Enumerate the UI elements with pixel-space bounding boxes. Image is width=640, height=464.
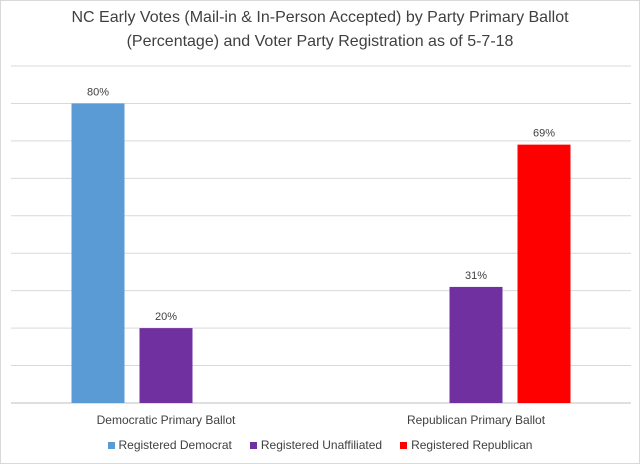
- legend-swatch-registered-unaffiliated: [249, 441, 257, 449]
- bar-republican-primary-ballot-registered-unaffiliated: [449, 286, 503, 403]
- bar-republican-primary-ballot-registered-republican: [517, 144, 571, 403]
- bar-democratic-primary-ballot-registered-democrat: [71, 103, 125, 403]
- plot-area: 80% 20% 31% 69% Democratic Primary Ballot Re…: [11, 65, 631, 427]
- legend-item-registered-republican: Registered Republican: [400, 438, 532, 452]
- data-label-democratic-primary-ballot-registered-unaffiliated: 20%: [155, 311, 177, 323]
- data-label-republican-primary-ballot-registered-unaffiliated: 31%: [465, 270, 487, 282]
- x-tick-label-republican-primary-ballot: Republican Primary Ballot: [407, 413, 546, 427]
- legend: Registered Democrat Registered Unaffilia…: [1, 438, 639, 452]
- legend-swatch-registered-democrat: [107, 441, 115, 449]
- data-labels: 80% 20% 31% 69%: [87, 86, 555, 323]
- bars: [71, 103, 571, 403]
- data-label-democratic-primary-ballot-registered-democrat: 80%: [87, 86, 109, 98]
- legend-label-registered-republican: Registered Republican: [411, 438, 533, 452]
- chart-title-line-1: NC Early Votes (Mail-in & In-Person Acce…: [71, 9, 569, 26]
- legend-swatch-registered-republican: [400, 441, 408, 449]
- bar-democratic-primary-ballot-registered-unaffiliated: [139, 328, 193, 403]
- data-label-republican-primary-ballot-registered-republican: 69%: [533, 128, 555, 140]
- x-tick-labels: Democratic Primary Ballot Republican Prim…: [97, 413, 546, 427]
- chart-title-line-2: (Percentage) and Voter Party Registratio…: [126, 33, 514, 50]
- legend-label-registered-unaffiliated: Registered Unaffiliated: [260, 438, 383, 452]
- legend-item-registered-democrat: Registered Democrat: [107, 438, 232, 452]
- x-tick-label-democratic-primary-ballot: Democratic Primary Ballot: [97, 413, 236, 427]
- legend-item-registered-unaffiliated: Registered Unaffiliated: [249, 438, 383, 452]
- legend-label-registered-democrat: Registered Democrat: [118, 438, 232, 452]
